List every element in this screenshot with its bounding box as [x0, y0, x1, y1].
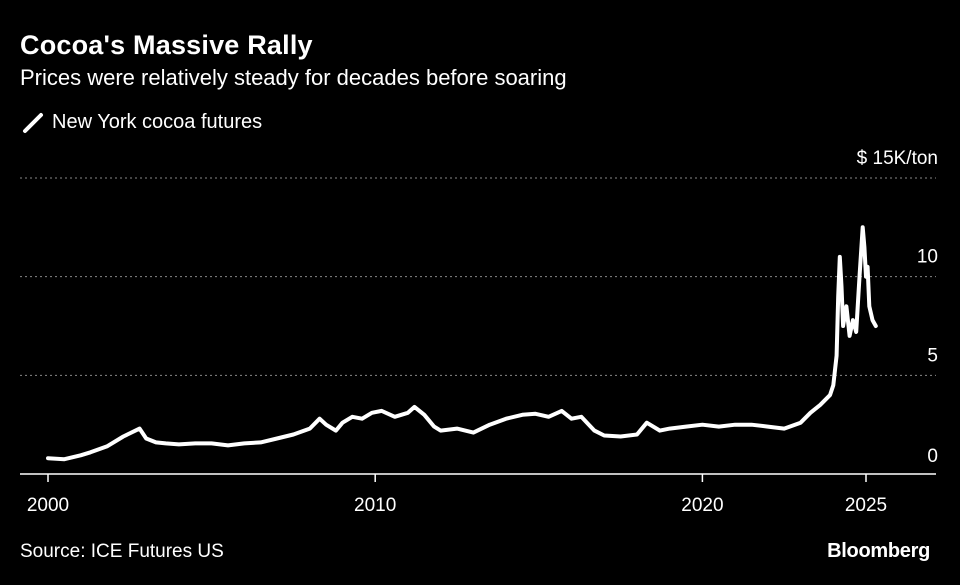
- data-point: [342, 422, 343, 424]
- data-point: [361, 418, 363, 420]
- data-point: [521, 414, 523, 416]
- x-tick-label-2020: 2020: [681, 495, 723, 516]
- data-point: [868, 305, 870, 307]
- data-point: [440, 430, 442, 432]
- data-point: [319, 418, 321, 420]
- y-tick-label-15: $ 15K/ton: [857, 148, 938, 169]
- data-point: [90, 451, 91, 453]
- data-point: [580, 416, 582, 418]
- data-point: [837, 295, 839, 297]
- chart-subtitle: Prices were relatively steady for decade…: [20, 65, 567, 90]
- data-point: [829, 394, 831, 396]
- data-point: [47, 457, 49, 459]
- data-point: [535, 413, 536, 415]
- data-point: [63, 458, 65, 460]
- y-tick-label-0: 0: [927, 446, 938, 467]
- data-point: [842, 325, 844, 327]
- data-point: [659, 430, 661, 432]
- series-layer: [46, 225, 878, 462]
- data-point: [800, 422, 802, 424]
- grid-layer: [20, 177, 936, 376]
- data-point: [865, 276, 867, 278]
- data-point: [309, 428, 311, 430]
- axis-layer: 0 5 10 $ 15K/ton 2000 2010 2020 2025: [20, 148, 938, 516]
- x-tick-label-2010: 2010: [354, 495, 396, 516]
- data-point: [371, 412, 373, 414]
- data-point: [122, 436, 124, 437]
- data-point: [593, 430, 595, 432]
- data-point: [155, 441, 157, 443]
- data-point: [561, 410, 563, 412]
- legend-line-icon: [23, 112, 43, 133]
- data-point: [178, 443, 180, 445]
- data-point: [227, 444, 229, 446]
- data-point: [872, 319, 873, 321]
- data-point: [620, 436, 622, 437]
- data-point: [145, 438, 147, 439]
- data-point: [472, 432, 474, 434]
- data-point: [863, 246, 865, 248]
- data-point: [571, 418, 572, 420]
- data-point: [505, 418, 507, 420]
- data-point: [423, 414, 425, 416]
- data-point: [841, 286, 842, 287]
- data-point: [211, 442, 213, 444]
- data-point: [407, 412, 409, 414]
- data-point: [875, 325, 877, 327]
- data-point: [685, 426, 687, 428]
- data-point: [80, 454, 82, 456]
- bloomberg-logo: Bloomberg: [827, 540, 930, 562]
- data-point: [669, 428, 671, 430]
- data-point: [165, 442, 167, 444]
- data-point: [260, 441, 262, 443]
- legend-label: New York cocoa futures: [52, 111, 263, 133]
- source-note: Source: ICE Futures US: [20, 541, 224, 562]
- data-point: [849, 335, 851, 337]
- data-point: [701, 424, 703, 426]
- data-point: [855, 331, 857, 333]
- data-point: [335, 430, 337, 432]
- data-point: [433, 426, 435, 428]
- data-point: [839, 256, 841, 258]
- data-point: [325, 424, 327, 426]
- data-point: [414, 406, 415, 408]
- y-tick-label-5: 5: [927, 345, 938, 366]
- data-point: [852, 319, 854, 321]
- data-point: [767, 426, 769, 428]
- data-point: [809, 412, 811, 414]
- data-point: [636, 434, 638, 435]
- data-point: [381, 410, 383, 412]
- data-point: [819, 404, 821, 406]
- data-point: [456, 428, 458, 430]
- data-point: [867, 266, 869, 268]
- x-tick-label-2025: 2025: [845, 495, 887, 516]
- data-point: [106, 445, 108, 447]
- data-point: [351, 416, 353, 418]
- data-point: [646, 422, 648, 424]
- data-point: [394, 416, 396, 418]
- data-point: [859, 276, 860, 278]
- data-point: [718, 426, 720, 428]
- data-point: [751, 424, 752, 426]
- data-point: [292, 434, 294, 435]
- data-point: [734, 424, 736, 426]
- data-point: [862, 226, 864, 228]
- x-tick-label-2000: 2000: [27, 495, 69, 516]
- data-point: [194, 442, 196, 444]
- chart-title: Cocoa's Massive Rally: [20, 30, 313, 60]
- data-point: [276, 438, 278, 439]
- data-point: [548, 416, 550, 418]
- data-point: [489, 424, 491, 426]
- data-point: [243, 442, 245, 444]
- data-point: [603, 435, 605, 436]
- legend: New York cocoa futures: [22, 111, 262, 134]
- data-point: [845, 305, 847, 307]
- data-point: [836, 355, 838, 357]
- data-point: [783, 428, 785, 430]
- data-point: [832, 384, 834, 386]
- y-tick-label-10: 10: [917, 247, 938, 268]
- data-point: [139, 428, 141, 430]
